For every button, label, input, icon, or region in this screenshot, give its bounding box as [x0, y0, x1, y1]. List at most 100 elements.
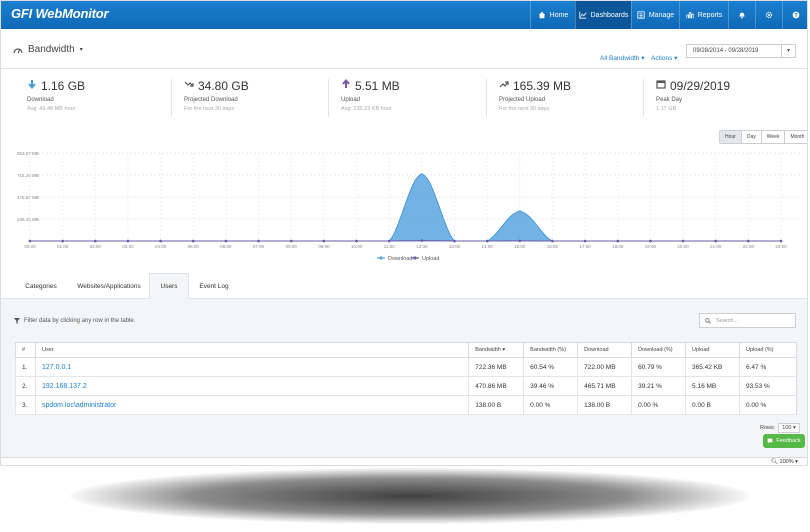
user-link[interactable]: spdom.loc\administrator	[34, 395, 469, 415]
gauge-icon	[13, 48, 23, 54]
granularity-week-button[interactable]: Week	[760, 131, 785, 143]
tab-categories[interactable]: Categories	[25, 282, 57, 290]
upload-point	[583, 239, 587, 243]
x-tick-label: 23:00	[775, 244, 787, 249]
legend-upload-marker	[413, 256, 417, 260]
table-row[interactable]: 1. 127.0.0.1 722.36 MB 60.54 % 722.00 MB…	[15, 357, 797, 377]
y-tick-label: 715.26 MB	[17, 173, 39, 178]
chart-icon	[579, 11, 587, 19]
legend-download-marker	[379, 256, 383, 260]
table-row[interactable]: 3. spdom.loc\administrator 138.00 B 0.00…	[15, 395, 797, 415]
x-tick-label: 09:00	[318, 244, 330, 249]
trend-down-icon	[184, 81, 194, 87]
column-header-download[interactable]: Download	[577, 342, 632, 358]
granularity-hour-button[interactable]: Hour	[720, 131, 741, 143]
upload-point	[485, 239, 489, 243]
granularity-month-button[interactable]: Month	[784, 131, 807, 143]
upload-point	[126, 239, 130, 243]
users-panel: Filter data by clicking any row in the t…	[1, 299, 807, 459]
upload-point	[420, 239, 424, 242]
upload-point	[159, 239, 162, 243]
table-row[interactable]: 2. 192.168.137.2 470.86 MB 39.46 % 465.7…	[15, 376, 797, 396]
x-tick-label: 18:00	[612, 244, 624, 249]
column-header-user[interactable]: User	[34, 342, 469, 358]
column-header-download-pct[interactable]: Download (%)	[631, 342, 686, 358]
dashboard-header: Bandwidth ▾ All Bandwidth ▾ Actions ▾ 09…	[1, 29, 807, 69]
x-tick-label: 02:00	[90, 244, 102, 249]
column-header-bandwidth[interactable]: Bandwidth ▾	[468, 342, 524, 358]
tab-event-log[interactable]: Event Log	[199, 282, 229, 290]
stat-projected-upload: 165.39 MB Projected Upload For the next …	[499, 79, 572, 112]
upload-point	[289, 239, 293, 243]
x-tick-label: 00:00	[24, 244, 36, 249]
download-area	[30, 173, 781, 242]
x-tick-label: 04:00	[155, 244, 167, 249]
download-point	[420, 173, 424, 176]
upload-point	[551, 239, 554, 243]
filter-icon	[14, 318, 20, 324]
help-button[interactable]: ?	[782, 1, 807, 29]
upload-point	[779, 239, 783, 243]
nav-dashboards[interactable]: Dashboards	[575, 1, 631, 29]
x-tick-label: 17:00	[579, 244, 591, 249]
upload-point	[387, 239, 391, 243]
zoom-control[interactable]: 🔍︎ 100% ▾	[771, 459, 798, 465]
y-tick-label: 476.84 MB	[17, 195, 39, 200]
x-tick-label: 12:00	[416, 244, 428, 249]
nav-reports[interactable]: Reports	[679, 1, 728, 29]
calendar-icon	[656, 80, 666, 89]
app-logo: GFI WebMonitor	[11, 6, 109, 21]
column-header-index[interactable]: #	[15, 342, 36, 358]
home-icon	[538, 11, 545, 19]
user-link[interactable]: 127.0.0.1	[34, 357, 469, 377]
upload-point	[714, 239, 717, 243]
nav-home[interactable]: Home	[530, 1, 575, 29]
user-link[interactable]: 192.168.137.2	[34, 376, 469, 396]
granularity-toggle: Hour Day Week Month	[719, 130, 807, 144]
tab-websites-applications[interactable]: Websites/Applications	[77, 282, 141, 290]
x-tick-label: 20:00	[677, 244, 689, 249]
search-input[interactable]: Search...	[699, 313, 796, 328]
download-point	[518, 210, 522, 213]
granularity-day-button[interactable]: Day	[740, 131, 761, 143]
date-range-picker[interactable]: 09/28/2014 - 09/28/2019 ▾	[686, 44, 796, 58]
column-header-bandwidth-pct[interactable]: Bandwidth (%)	[523, 342, 578, 358]
column-header-upload[interactable]: Upload	[685, 342, 740, 358]
column-header-upload-pct[interactable]: Upload (%)	[738, 342, 797, 358]
tab-users[interactable]: Users	[149, 273, 189, 299]
search-icon	[705, 318, 711, 324]
x-tick-label: 10:00	[351, 244, 363, 249]
actions-dropdown[interactable]: Actions ▾	[651, 55, 678, 62]
x-tick-label: 08:00	[286, 244, 298, 249]
bell-icon	[739, 12, 745, 19]
help-icon: ?	[792, 11, 800, 19]
legend-download-label: Download	[388, 256, 412, 262]
divider	[328, 79, 329, 117]
divider	[486, 79, 487, 117]
page-title: Bandwidth	[28, 44, 75, 55]
notifications-button[interactable]	[728, 1, 755, 29]
x-tick-label: 07:00	[253, 244, 265, 249]
window-shadow	[70, 468, 750, 524]
x-tick-label: 06:00	[220, 244, 232, 249]
bandwidth-filter-dropdown[interactable]: All Bandwidth ▾	[600, 55, 645, 62]
rows-per-page-select[interactable]: 100 ▾	[778, 423, 800, 433]
x-tick-label: 21:00	[710, 244, 722, 249]
feedback-button[interactable]: Feedback	[763, 434, 805, 448]
status-bar: 🔍︎ 100% ▾	[1, 457, 807, 465]
nav-manage[interactable]: Manage	[631, 1, 679, 29]
list-icon	[637, 11, 645, 19]
chat-icon	[768, 438, 773, 444]
stat-download: 1.16 GB Download Avg: 49.48 MB hour	[27, 79, 86, 112]
dashboard-selector[interactable]: Bandwidth ▾	[13, 44, 83, 55]
chevron-down-icon[interactable]: ▾	[781, 45, 795, 57]
upload-point	[28, 239, 32, 243]
x-tick-label: 15:00	[514, 244, 526, 249]
settings-button[interactable]	[755, 1, 782, 29]
upload-point	[322, 239, 326, 243]
rows-per-page: Rows: 100 ▾	[760, 423, 800, 433]
svg-text:?: ?	[794, 13, 798, 19]
x-tick-label: 05:00	[188, 244, 200, 249]
upload-point	[453, 239, 456, 243]
x-tick-label: 16:00	[547, 244, 559, 249]
